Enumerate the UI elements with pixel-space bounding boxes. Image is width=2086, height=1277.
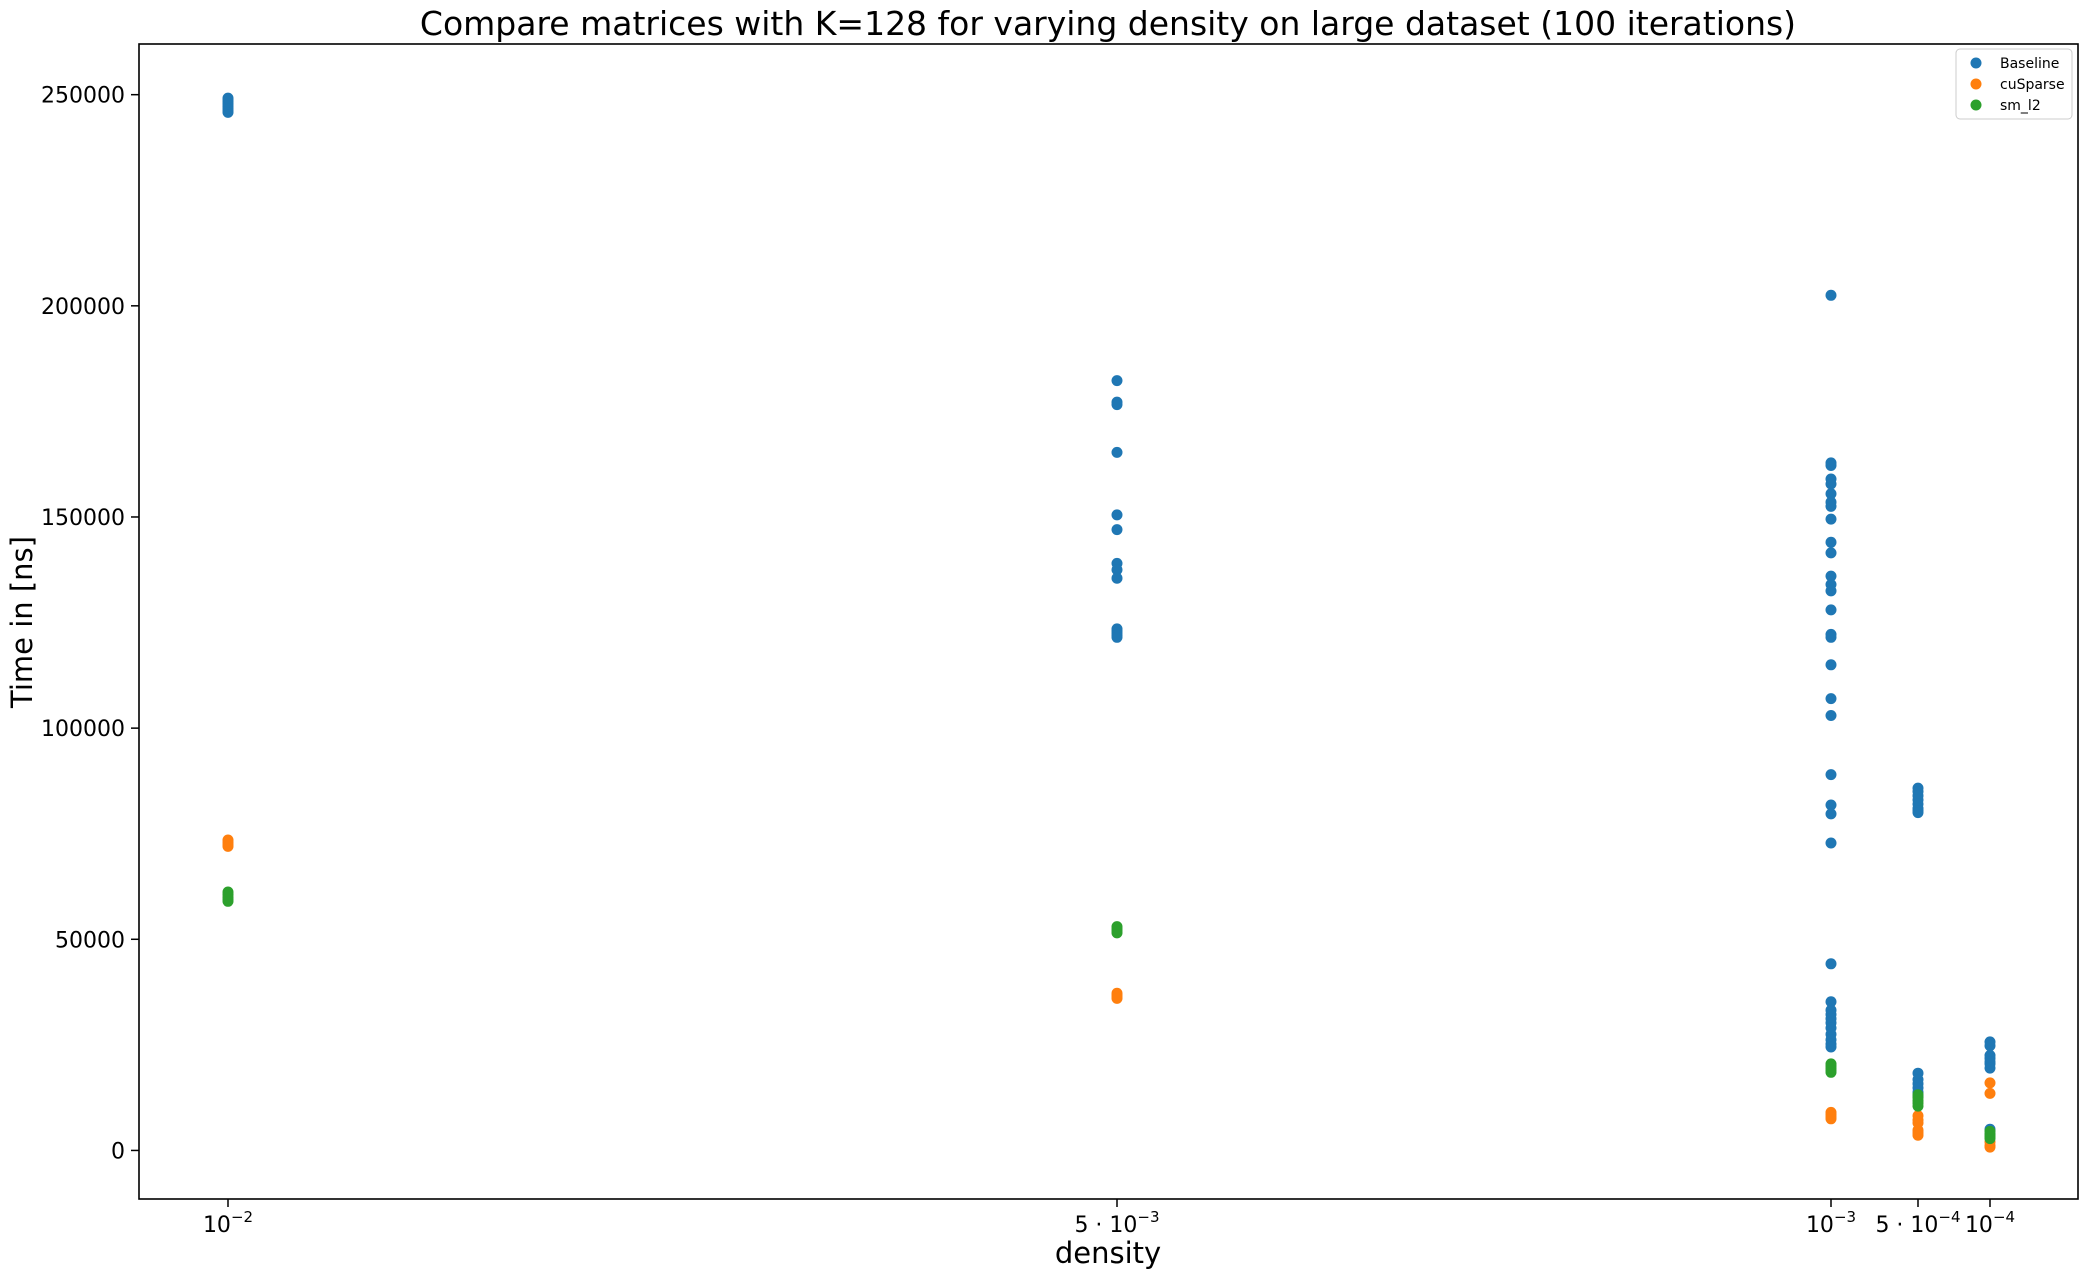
y-tick-label: 200000: [41, 295, 125, 320]
y-axis: 0 50000 100000 150000 200000 250000: [41, 84, 139, 1164]
x-tick-label-exponent: −4: [1993, 1208, 2015, 1226]
x-tick-label-base: 5 · 10: [1074, 1213, 1137, 1238]
x-tick-label: 5 · 10−3: [1074, 1208, 1159, 1238]
data-point: [1825, 1113, 1837, 1125]
plot-frame: [138, 43, 2079, 1200]
data-point: [1825, 996, 1837, 1008]
data-point: [1111, 631, 1123, 643]
data-point: [1825, 500, 1837, 512]
y-tick-label: 100000: [41, 717, 125, 742]
data-point: [1825, 799, 1837, 811]
chart-title: Compare matrices with K=128 for varying …: [420, 4, 1796, 43]
data-point: [1111, 564, 1123, 576]
data-point: [1825, 631, 1837, 643]
data-point: [1825, 808, 1837, 820]
data-point: [1825, 488, 1837, 500]
legend-marker: [1970, 99, 1982, 111]
legend-marker: [1970, 57, 1982, 69]
x-tick-label-exponent: −4: [1938, 1208, 1960, 1226]
data-point: [1111, 927, 1123, 939]
y-axis-label: Time in [ns]: [5, 536, 39, 709]
data-point: [1825, 289, 1837, 301]
data-point: [1984, 1077, 1996, 1089]
x-tick-label: 10−2: [203, 1208, 253, 1238]
data-point: [1825, 570, 1837, 582]
x-tick-label-base: 10: [1965, 1213, 1993, 1238]
data-point: [1825, 460, 1837, 471]
data-point: [1825, 693, 1837, 705]
legend-box: [1955, 48, 2073, 120]
x-tick-label: 5 · 10−4: [1875, 1208, 1960, 1238]
data-point: [222, 840, 234, 852]
data-point: [1984, 1087, 1996, 1099]
data-point: [1111, 446, 1123, 458]
data-point: [1984, 1141, 1996, 1153]
data-point: [1825, 769, 1837, 781]
data-point: [1912, 1100, 1924, 1112]
legend-label: sm_l2: [2000, 98, 2041, 114]
x-tick-label-exponent: −3: [1137, 1208, 1159, 1226]
data-point: [1984, 1133, 1996, 1145]
series-Baseline: [222, 92, 1996, 1140]
data-point: [1984, 1040, 1996, 1052]
y-tick-label: 150000: [41, 506, 125, 531]
x-tick-label-exponent: −3: [1834, 1208, 1856, 1226]
x-tick-label-base: 10: [203, 1213, 231, 1238]
data-point: [1111, 375, 1123, 387]
data-point: [1825, 585, 1837, 597]
data-point: [1825, 958, 1837, 970]
data-point: [1825, 1066, 1837, 1078]
x-tick-label: 10−4: [1965, 1208, 2015, 1238]
data-point: [1111, 524, 1123, 536]
data-point: [1825, 547, 1837, 559]
data-point: [1825, 837, 1837, 849]
x-tick-label-exponent: −2: [231, 1208, 253, 1226]
data-point: [1912, 1129, 1924, 1141]
data-point: [1825, 659, 1837, 671]
x-tick-label: 10−3: [1806, 1208, 1856, 1238]
x-tick-label-base: 5 · 10: [1875, 1213, 1938, 1238]
y-tick-label: 0: [111, 1139, 125, 1164]
series-sm_l2: [222, 886, 1996, 1145]
data-point: [1825, 513, 1837, 525]
y-tick-label: 250000: [41, 84, 125, 109]
data-point: [1825, 710, 1837, 721]
series-cuSparse: [222, 834, 1996, 1153]
data-point: [1111, 992, 1123, 1004]
data-point: [1825, 536, 1837, 548]
x-axis-label: density: [1055, 1236, 1161, 1270]
data-point: [1912, 807, 1924, 819]
legend-label: Baseline: [2000, 56, 2059, 72]
data-point: [1111, 509, 1123, 521]
data-point: [1111, 572, 1123, 584]
legend: Baseline cuSparse sm_l2: [1955, 48, 2073, 120]
data-point: [222, 92, 234, 104]
legend-marker: [1970, 78, 1982, 90]
data-point: [1825, 1041, 1837, 1053]
x-tick-label-base: 10: [1806, 1213, 1834, 1238]
legend-label: cuSparse: [2000, 77, 2065, 93]
data-point: [222, 895, 234, 907]
x-axis: 10−2 5 · 10−3 10−3 5 · 10−4 10−4: [203, 1199, 2015, 1238]
data-points: [222, 92, 1996, 1153]
data-point: [1825, 604, 1837, 616]
data-point: [1825, 478, 1837, 490]
data-point: [1984, 1062, 1996, 1074]
data-point: [1111, 399, 1123, 411]
y-tick-label: 50000: [55, 928, 125, 953]
